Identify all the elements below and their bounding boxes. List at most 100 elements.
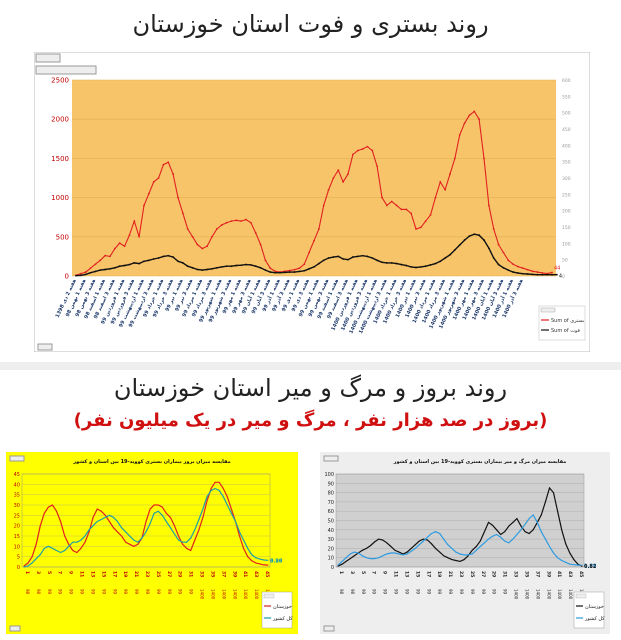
chart3-data-point [422,538,424,540]
chart3-data-point [443,538,445,540]
chart1-data-point [79,272,82,275]
chart2-data-point [178,535,180,537]
chart1-data-point [371,149,374,152]
chart3-x-tick-label: 5 [360,571,366,574]
chart2-data-point [121,535,123,537]
chart1-data-point [536,271,539,273]
chart1-data-point [191,266,194,269]
chart3-data-point [455,559,457,561]
chart2-x-tick-label: 23 [144,571,150,577]
chart3-data-point [345,560,347,562]
chart1-toolbar-field-button[interactable] [35,53,61,63]
chart1-data-point [395,262,398,265]
chart1-data-point [361,148,364,150]
chart3-y-tick-label: 80 [328,491,334,497]
chart3-data-point [398,553,400,555]
chart1-data-point [381,261,383,264]
chart3-x-tick-label: 15 [414,571,420,577]
chart3-data-point [341,560,343,562]
chart2-data-point [267,564,269,566]
chart3-data-point [524,523,526,525]
chart3-y-axis: 0 10 20 30 40 50 60 70 80 90 100 [324,472,334,571]
chart1-toolbar-filter-button[interactable] [35,65,97,75]
chart1-data-point [337,255,340,258]
chart1-data-point [240,264,243,267]
chart1-data-point [288,269,291,272]
chart2-data-point [76,541,78,543]
chart2-data-point [247,547,249,549]
chart3-x-axis: 1983985997999991199139915991799199921992… [338,571,584,600]
chart2-data-point [35,543,37,545]
chart1-series: 444 [75,110,562,280]
chart2-data-point [64,549,66,551]
chart2-data-point [125,531,127,533]
chart2-y-tick-label: 30 [14,503,20,509]
chart3-data-point [577,564,579,566]
chart2-data-point [259,558,261,560]
chart1-data-point [269,271,272,273]
chart3-data-point [496,529,498,531]
chart3-data-point [361,555,363,557]
chart2-data-point [186,547,188,549]
chart2-end-label: 3.26 [270,558,283,564]
chart2-legend-field-button[interactable] [263,593,275,599]
chart1-data-point [235,264,238,267]
chart1-data-point [206,268,209,271]
chart3-y-tick-label: 40 [328,528,334,534]
chart3-toolbar-button[interactable] [323,455,339,462]
chart2-data-point [255,557,257,559]
chart3-x-group-label: 98 [339,589,344,595]
chart1-data-point [424,265,427,268]
chart3-data-point [418,540,420,542]
chart2-toolbar-button[interactable] [9,455,25,462]
chart3-data-point [459,553,461,555]
chart3-data-point [512,538,514,540]
chart2-x-axis: 1983985997999991199139915991799199921992… [24,571,270,600]
chart2-footer-button[interactable] [9,625,21,632]
chart1-data-point [259,243,262,246]
chart2-x-tick-label: 11 [79,571,85,577]
chart3-x-tick-label: 1 [338,571,344,574]
chart2-data-point [178,539,180,541]
chart1-data-point [521,267,524,270]
chart2-data-point [27,562,29,564]
chart3-data-point [475,549,477,551]
chart3-data-point [374,541,376,543]
chart2-x-group-label: 99 [90,589,95,595]
chart1-data-point [206,245,209,248]
chart1-data-point [75,274,77,277]
chart3-data-point [487,538,489,540]
chart2-data-point [194,539,196,541]
chart2-x-tick-label: 13 [89,571,95,577]
chart1-data-point [439,181,442,183]
chart1-data-point [381,196,383,199]
chart3-data-point [357,552,359,554]
chart3-data-point [512,521,514,523]
chart3-legend-field-button[interactable] [575,593,587,599]
chart3-data-point [548,546,550,548]
chart1-data-point [138,235,141,238]
chart1-legend-field-button[interactable] [540,307,556,313]
chart3-data-point [455,551,457,553]
chart2-data-point [100,518,102,520]
chart2-data-point [194,529,196,531]
chart2-data-point [88,529,90,531]
chart3-end-label: 1.88 [584,563,597,569]
chart1-data-point [249,221,252,224]
chart3-data-point [500,533,502,535]
chart3-data-point [414,544,416,546]
chart3-data-point [394,552,396,554]
chart2-data-point [149,508,151,510]
chart2-title: مقایسه میزان بروز بیماران بستری کووید-19… [72,459,230,465]
chart1-data-point [293,268,296,271]
chart1-data-point [502,251,505,254]
chart1-footer-field-button[interactable] [37,343,53,351]
chart1-data-point [356,149,359,152]
chart1-right-y-tick-label: 350 [562,160,571,166]
chart2-x-group-label: 99 [80,589,85,595]
chart3-footer-button[interactable] [323,625,335,632]
chart3-x-tick-label: 31 [502,571,508,577]
page-title-hospitalization: روند بستری و فوت استان خوزستان [132,10,489,38]
chart1-data-point [245,263,247,266]
chart2-x-group-label: 99 [69,589,74,595]
